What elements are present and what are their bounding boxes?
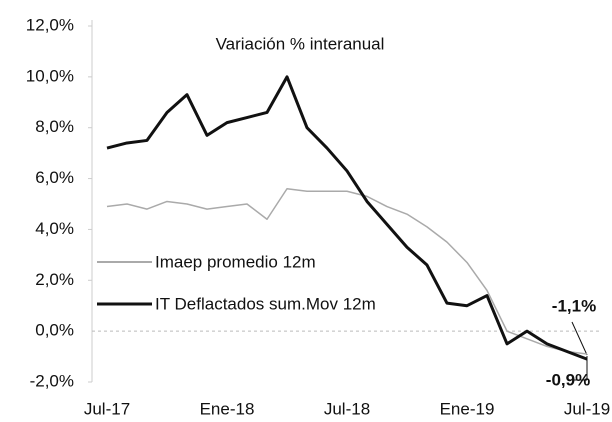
y-tick-label: 8,0% [35,117,74,136]
annotation-pointer [571,321,588,356]
x-tick-label: Jul-19 [564,399,610,418]
y-tick-label: 12,0% [26,15,74,34]
x-tick-label: Ene-19 [440,399,495,418]
legend-label: Imaep promedio 12m [155,252,316,271]
y-tick-label: 0,0% [35,321,74,340]
legend-label: IT Deflactados sum.Mov 12m [155,294,376,313]
x-tick-label: Ene-18 [200,399,255,418]
data-label: -1,1% [552,296,596,315]
y-tick-label: -2,0% [30,371,74,390]
chart-title: Variación % interanual [216,34,385,53]
line-series [106,75,588,361]
y-tick-label: 6,0% [35,168,74,187]
line-series [106,187,588,355]
data-label: -0,9% [546,370,590,389]
y-tick-label: 2,0% [35,270,74,289]
x-tick-label: Jul-18 [324,399,370,418]
x-tick-label: Jul-17 [84,399,130,418]
y-tick-label: 4,0% [35,219,74,238]
y-tick-label: 10,0% [26,66,74,85]
